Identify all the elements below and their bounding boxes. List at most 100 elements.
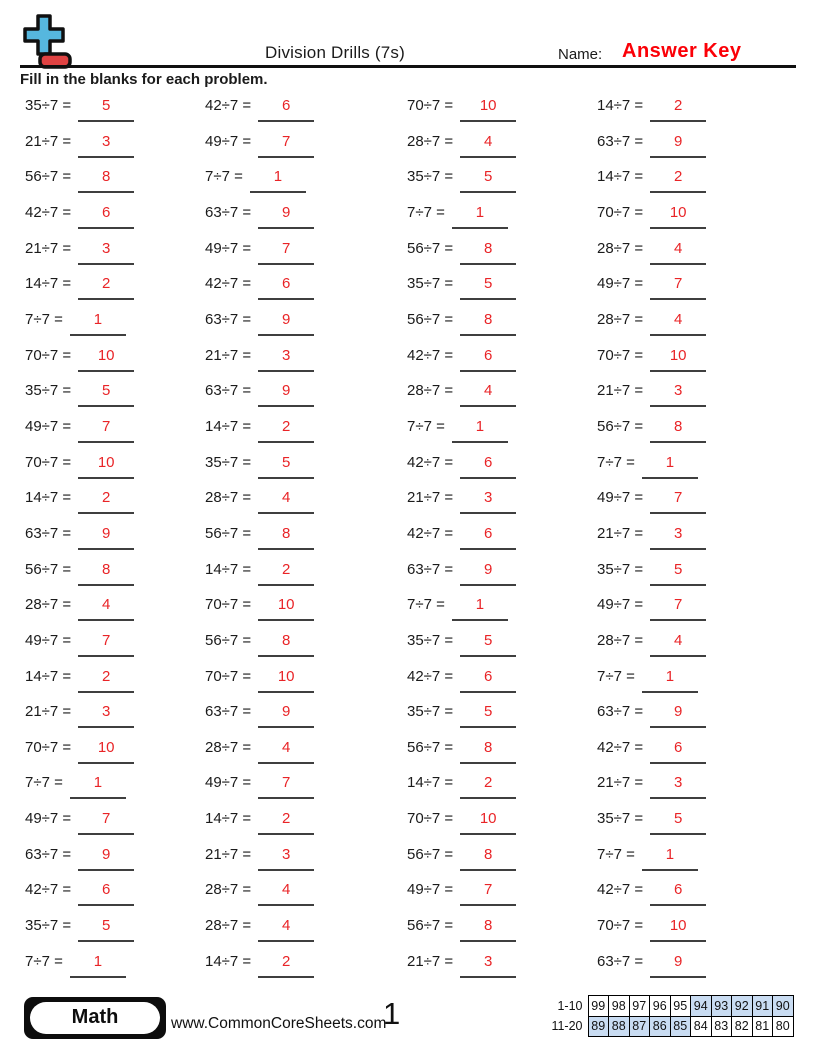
answer-blank[interactable]: 3 <box>650 525 707 550</box>
answer-blank[interactable]: 6 <box>460 668 517 693</box>
answer-blank[interactable]: 10 <box>460 810 517 836</box>
answer-blank[interactable]: 1 <box>69 953 126 978</box>
answer-blank[interactable]: 9 <box>650 953 707 978</box>
answer-blank[interactable]: 10 <box>78 739 135 764</box>
answer-blank[interactable]: 1 <box>69 311 126 336</box>
answer-blank[interactable]: 8 <box>258 525 315 550</box>
answer-blank[interactable]: 4 <box>460 382 517 408</box>
answer-blank[interactable]: 5 <box>78 97 135 122</box>
answer-blank[interactable]: 4 <box>258 881 315 907</box>
answer-blank[interactable]: 7 <box>650 489 707 515</box>
answer-blank[interactable]: 3 <box>650 774 707 800</box>
answer-blank[interactable]: 8 <box>460 311 517 336</box>
answer-blank[interactable]: 5 <box>650 810 707 836</box>
answer-blank[interactable]: 3 <box>78 240 135 265</box>
answer-blank[interactable]: 10 <box>78 454 135 479</box>
answer-blank[interactable]: 8 <box>460 739 517 764</box>
answer-blank[interactable]: 6 <box>258 97 315 122</box>
answer-blank[interactable]: 2 <box>258 953 315 978</box>
answer-blank[interactable]: 5 <box>258 454 315 479</box>
answer-blank[interactable]: 9 <box>258 703 315 729</box>
answer-blank[interactable]: 9 <box>460 561 517 586</box>
answer-blank[interactable]: 2 <box>258 418 315 443</box>
answer-blank[interactable]: 3 <box>258 347 315 372</box>
answer-blank[interactable]: 3 <box>78 703 135 729</box>
answer-blank[interactable]: 2 <box>258 810 315 836</box>
answer-blank[interactable]: 8 <box>460 240 517 265</box>
answer-blank[interactable]: 8 <box>78 561 135 586</box>
answer-blank[interactable]: 2 <box>258 561 315 586</box>
answer-blank[interactable]: 2 <box>78 489 135 515</box>
answer-blank[interactable]: 1 <box>451 596 508 622</box>
answer-blank[interactable]: 5 <box>650 561 707 586</box>
answer-blank[interactable]: 4 <box>650 240 707 265</box>
answer-blank[interactable]: 9 <box>258 382 315 408</box>
answer-blank[interactable]: 4 <box>78 596 135 622</box>
answer-blank[interactable]: 4 <box>258 489 315 515</box>
answer-blank[interactable]: 3 <box>460 489 517 515</box>
answer-blank[interactable]: 10 <box>650 917 707 943</box>
answer-blank[interactable]: 10 <box>258 668 315 693</box>
answer-blank[interactable]: 10 <box>258 596 315 622</box>
answer-blank[interactable]: 5 <box>460 168 517 194</box>
answer-blank[interactable]: 4 <box>460 133 517 158</box>
answer-blank[interactable]: 7 <box>78 418 135 443</box>
answer-blank[interactable]: 9 <box>258 204 315 229</box>
answer-blank[interactable]: 4 <box>650 632 707 657</box>
answer-blank[interactable]: 3 <box>78 133 135 158</box>
answer-blank[interactable]: 2 <box>78 668 135 693</box>
answer-blank[interactable]: 5 <box>78 382 135 408</box>
answer-blank[interactable]: 6 <box>78 204 135 229</box>
answer-blank[interactable]: 10 <box>650 204 707 229</box>
answer-blank[interactable]: 8 <box>78 168 135 194</box>
answer-blank[interactable]: 8 <box>650 418 707 443</box>
answer-blank[interactable]: 9 <box>650 703 707 729</box>
answer-blank[interactable]: 8 <box>258 632 315 657</box>
answer-blank[interactable]: 7 <box>258 774 315 800</box>
answer-blank[interactable]: 3 <box>650 382 707 408</box>
answer-blank[interactable]: 6 <box>650 881 707 907</box>
answer-blank[interactable]: 1 <box>641 668 698 693</box>
answer-blank[interactable]: 4 <box>258 739 315 764</box>
answer-blank[interactable]: 1 <box>69 774 126 800</box>
answer-blank[interactable]: 8 <box>460 917 517 943</box>
answer-blank[interactable]: 6 <box>78 881 135 907</box>
answer-blank[interactable]: 1 <box>641 846 698 871</box>
answer-blank[interactable]: 4 <box>258 917 315 943</box>
answer-blank[interactable]: 6 <box>460 525 517 550</box>
answer-blank[interactable]: 9 <box>78 525 135 550</box>
answer-blank[interactable]: 10 <box>650 347 707 372</box>
answer-blank[interactable]: 7 <box>258 133 315 158</box>
answer-blank[interactable]: 7 <box>78 632 135 657</box>
answer-blank[interactable]: 2 <box>650 168 707 194</box>
answer-blank[interactable]: 1 <box>451 418 508 443</box>
answer-blank[interactable]: 10 <box>78 347 135 372</box>
answer-blank[interactable]: 5 <box>460 632 517 657</box>
answer-blank[interactable]: 4 <box>650 311 707 336</box>
answer-blank[interactable]: 6 <box>460 454 517 479</box>
answer-blank[interactable]: 9 <box>650 133 707 158</box>
answer-blank[interactable]: 7 <box>78 810 135 836</box>
answer-blank[interactable]: 2 <box>78 275 135 301</box>
answer-blank[interactable]: 8 <box>460 846 517 871</box>
answer-blank[interactable]: 3 <box>258 846 315 871</box>
answer-blank[interactable]: 10 <box>460 97 517 122</box>
answer-blank[interactable]: 1 <box>451 204 508 229</box>
answer-blank[interactable]: 6 <box>258 275 315 301</box>
answer-blank[interactable]: 6 <box>650 739 707 764</box>
answer-blank[interactable]: 1 <box>641 454 698 479</box>
answer-blank[interactable]: 7 <box>460 881 517 907</box>
answer-blank[interactable]: 2 <box>460 774 517 800</box>
answer-blank[interactable]: 7 <box>650 596 707 622</box>
answer-blank[interactable]: 1 <box>249 168 306 194</box>
answer-blank[interactable]: 5 <box>460 703 517 729</box>
answer-blank[interactable]: 7 <box>258 240 315 265</box>
answer-blank[interactable]: 5 <box>78 917 135 943</box>
answer-blank[interactable]: 5 <box>460 275 517 301</box>
answer-blank[interactable]: 3 <box>460 953 517 978</box>
answer-blank[interactable]: 6 <box>460 347 517 372</box>
answer-blank[interactable]: 9 <box>78 846 135 871</box>
answer-blank[interactable]: 7 <box>650 275 707 301</box>
answer-blank[interactable]: 9 <box>258 311 315 336</box>
answer-blank[interactable]: 2 <box>650 97 707 122</box>
